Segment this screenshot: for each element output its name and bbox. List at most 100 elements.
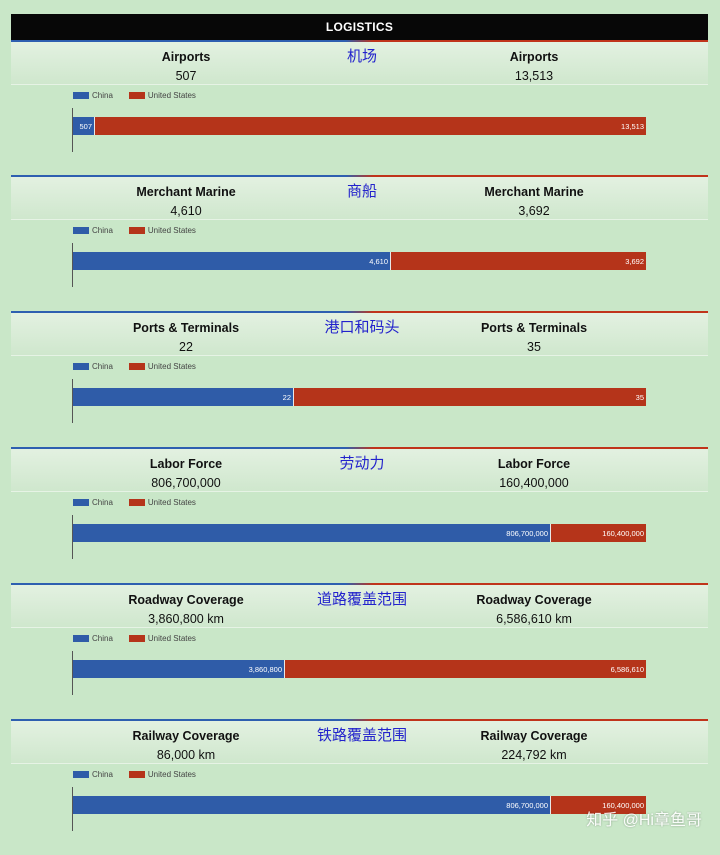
bar-us: 13,513	[95, 117, 646, 135]
chinese-title: 机场	[346, 47, 377, 65]
chart-axis	[72, 108, 73, 152]
legend-item-us: United States	[128, 498, 196, 507]
legend-swatch-us	[128, 635, 145, 642]
legend-label-us: United States	[147, 362, 196, 371]
stat-band	[11, 585, 708, 628]
bar-label-china: 507	[79, 121, 92, 131]
bar-label-us: 160,400,000	[602, 800, 644, 810]
watermark: 知乎 @Hi章鱼哥	[586, 812, 702, 829]
china-metric-name: Railway Coverage	[132, 729, 240, 743]
bar-label-china: 806,700,000	[506, 528, 548, 538]
us-metric-name: Roadway Coverage	[476, 593, 592, 607]
chinese-title: 港口和码头	[324, 318, 400, 336]
legend-swatch-china	[73, 363, 89, 370]
chart-axis	[72, 515, 73, 559]
bar-label-china: 22	[282, 392, 291, 402]
comparison-section: Merchant Marine 4,610 商船 Merchant Marine…	[0, 175, 720, 311]
legend-item-china: China	[73, 498, 113, 507]
comparison-section: Railway Coverage 86,000 km 铁路覆盖范围 Railwa…	[0, 719, 720, 855]
china-metric-name: Labor Force	[149, 457, 223, 471]
legend-item-us: United States	[128, 770, 196, 779]
stat-band	[11, 721, 708, 764]
comparison-section: Ports & Terminals 22 港口和码头 Ports & Termi…	[0, 311, 720, 447]
legend-swatch-china	[73, 227, 89, 234]
china-metric-value: 4,610	[170, 204, 202, 218]
legend-label-us: United States	[147, 226, 196, 235]
bar-label-us: 6,586,610	[610, 664, 644, 674]
china-metric-name: Airports	[161, 50, 211, 64]
bar-us: 160,400,000	[551, 796, 646, 814]
section-divider	[11, 719, 708, 721]
legend-item-china: China	[73, 634, 113, 643]
chinese-title: 劳动力	[339, 454, 385, 472]
china-metric-value: 86,000 km	[156, 748, 216, 762]
bar-label-us: 160,400,000	[602, 528, 644, 538]
legend-item-us: United States	[128, 91, 196, 100]
legend-label-us: United States	[147, 770, 196, 779]
stat-band	[11, 313, 708, 356]
legend-item-us: United States	[128, 634, 196, 643]
us-metric-name: Merchant Marine	[484, 185, 584, 199]
bar-label-china: 806,700,000	[506, 800, 548, 810]
stat-band	[11, 449, 708, 492]
legend-swatch-china	[73, 771, 89, 778]
china-metric-name: Roadway Coverage	[128, 593, 244, 607]
us-metric-value: 35	[527, 340, 541, 354]
chinese-title: 商船	[346, 182, 377, 200]
china-metric-value: 3,860,800 km	[148, 612, 224, 626]
bar-label-us: 3,692	[625, 256, 644, 266]
legend: China United States	[73, 91, 212, 100]
bar-china: 507	[73, 117, 95, 135]
chart-axis	[72, 787, 73, 831]
chinese-title: 铁路覆盖范围	[316, 726, 407, 744]
bar-label-china: 4,610	[369, 256, 388, 266]
section-divider	[11, 311, 708, 313]
bar-china: 22	[73, 388, 294, 406]
section-header: LOGISTICS	[11, 14, 708, 42]
us-metric-value: 13,513	[514, 69, 554, 83]
us-metric-name: Labor Force	[497, 457, 571, 471]
section-divider	[11, 447, 708, 449]
legend-item-us: United States	[128, 362, 196, 371]
bar-us: 160,400,000	[551, 524, 646, 542]
legend: China United States	[73, 498, 212, 507]
comparison-section: Roadway Coverage 3,860,800 km 道路覆盖范围 Roa…	[0, 583, 720, 719]
stat-band	[11, 42, 708, 85]
us-metric-value: 3,692	[518, 204, 550, 218]
legend-swatch-us	[128, 227, 145, 234]
header-title: LOGISTICS	[325, 20, 394, 34]
china-metric-value: 806,700,000	[151, 476, 221, 490]
legend-item-us: United States	[128, 226, 196, 235]
bar-china: 806,700,000	[73, 524, 551, 542]
section-divider	[11, 583, 708, 585]
legend: China United States	[73, 226, 212, 235]
chart-axis	[72, 379, 73, 423]
china-metric-value: 507	[175, 69, 197, 83]
stat-band	[11, 177, 708, 220]
legend: China United States	[73, 362, 212, 371]
legend-swatch-china	[73, 92, 89, 99]
legend-label-china: China	[92, 91, 113, 100]
us-metric-value: 160,400,000	[499, 476, 569, 490]
legend-item-china: China	[73, 362, 113, 371]
chinese-title: 道路覆盖范围	[316, 590, 407, 608]
legend-swatch-us	[128, 92, 145, 99]
us-metric-name: Ports & Terminals	[480, 321, 588, 335]
china-metric-name: Merchant Marine	[136, 185, 236, 199]
china-metric-value: 22	[179, 340, 193, 354]
us-metric-value: 6,586,610 km	[496, 612, 572, 626]
legend-item-china: China	[73, 91, 113, 100]
bar-china: 806,700,000	[73, 796, 551, 814]
bar-label-us: 35	[635, 392, 644, 402]
us-metric-name: Railway Coverage	[480, 729, 588, 743]
legend-label-china: China	[92, 770, 113, 779]
bar-china: 4,610	[73, 252, 391, 270]
section-divider	[11, 175, 708, 177]
us-metric-name: Airports	[509, 50, 559, 64]
legend-label-china: China	[92, 226, 113, 235]
legend-label-china: China	[92, 498, 113, 507]
comparison-section: Airports 507 机场 Airports 13,513 China Un…	[0, 40, 720, 176]
legend-swatch-us	[128, 499, 145, 506]
bar-us: 35	[294, 388, 646, 406]
bar-us: 6,586,610	[285, 660, 646, 678]
